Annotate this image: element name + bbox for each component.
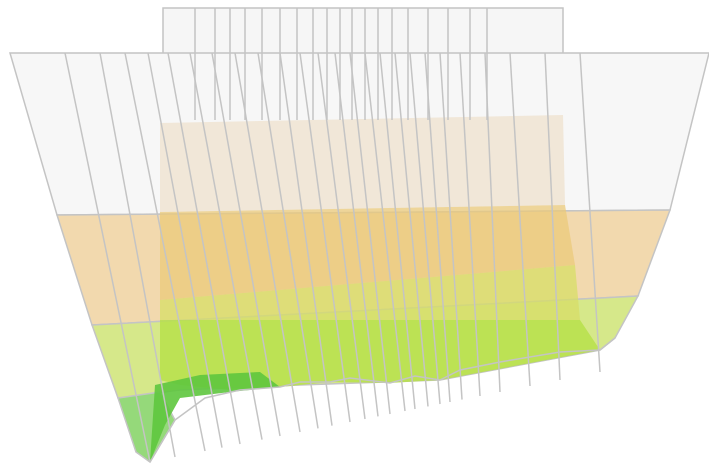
fan-line xyxy=(394,52,429,407)
fan-line xyxy=(234,52,301,433)
fan-line xyxy=(509,52,531,387)
fan-line xyxy=(364,52,406,412)
fan-line xyxy=(257,52,319,429)
fan-line xyxy=(99,52,176,458)
mesh-lines xyxy=(64,8,601,463)
fan-line xyxy=(211,52,281,437)
fan-line xyxy=(167,52,241,445)
fan-line xyxy=(124,52,206,452)
fan-line xyxy=(424,52,451,403)
fan-line xyxy=(299,52,351,423)
inner-orange xyxy=(160,205,575,300)
fan-line xyxy=(189,52,263,440)
bottom-edge xyxy=(149,337,616,463)
fan-line xyxy=(64,52,151,463)
fan-line xyxy=(484,52,501,393)
fan-line xyxy=(439,52,463,400)
fan-line xyxy=(379,52,416,410)
inner-green xyxy=(160,320,600,390)
fan-line xyxy=(147,52,223,448)
fan-line xyxy=(409,52,441,405)
fan-line xyxy=(579,52,601,373)
fan-line xyxy=(459,52,481,397)
fan-line xyxy=(334,52,379,417)
fan-line xyxy=(317,52,366,420)
fan-line xyxy=(349,52,391,415)
fan-line xyxy=(279,52,333,426)
inner-deep xyxy=(150,372,280,462)
fan-line xyxy=(544,52,561,381)
